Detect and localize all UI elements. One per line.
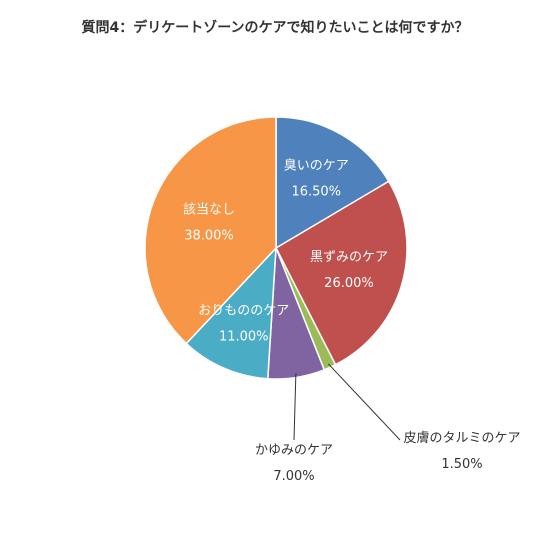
slice-value-label-3: 1.50% xyxy=(441,457,482,472)
slice-value-label-4: 7.00% xyxy=(273,469,314,484)
slice-value-label-2: 26.00% xyxy=(324,276,374,291)
slice-name-label-4: かゆみのケア xyxy=(255,443,333,458)
slice-2 xyxy=(275,180,408,366)
slice-value-label-5: 11.00% xyxy=(219,330,269,345)
chart-title: 質問4：デリケートゾーンのケアで知りたいことは何ですか？ xyxy=(81,20,469,36)
slice-6 xyxy=(144,116,277,345)
leader-line-3 xyxy=(327,363,401,441)
slice-name-label-1: 臭いのケア xyxy=(284,158,349,173)
leader-line-4 xyxy=(293,373,297,441)
slice-5 xyxy=(185,245,277,380)
slice-1 xyxy=(275,116,390,250)
slice-name-label-2: 黒ずみのケア xyxy=(310,250,388,265)
slice-value-label-6: 38.00% xyxy=(184,228,234,243)
slice-name-label-5: おりもののケア xyxy=(198,304,289,319)
slice-name-label-3: 皮膚のタルミのケア xyxy=(403,430,520,446)
slice-value-label-1: 16.50% xyxy=(291,184,341,199)
slice-name-label-6: 該当なし xyxy=(183,201,235,217)
